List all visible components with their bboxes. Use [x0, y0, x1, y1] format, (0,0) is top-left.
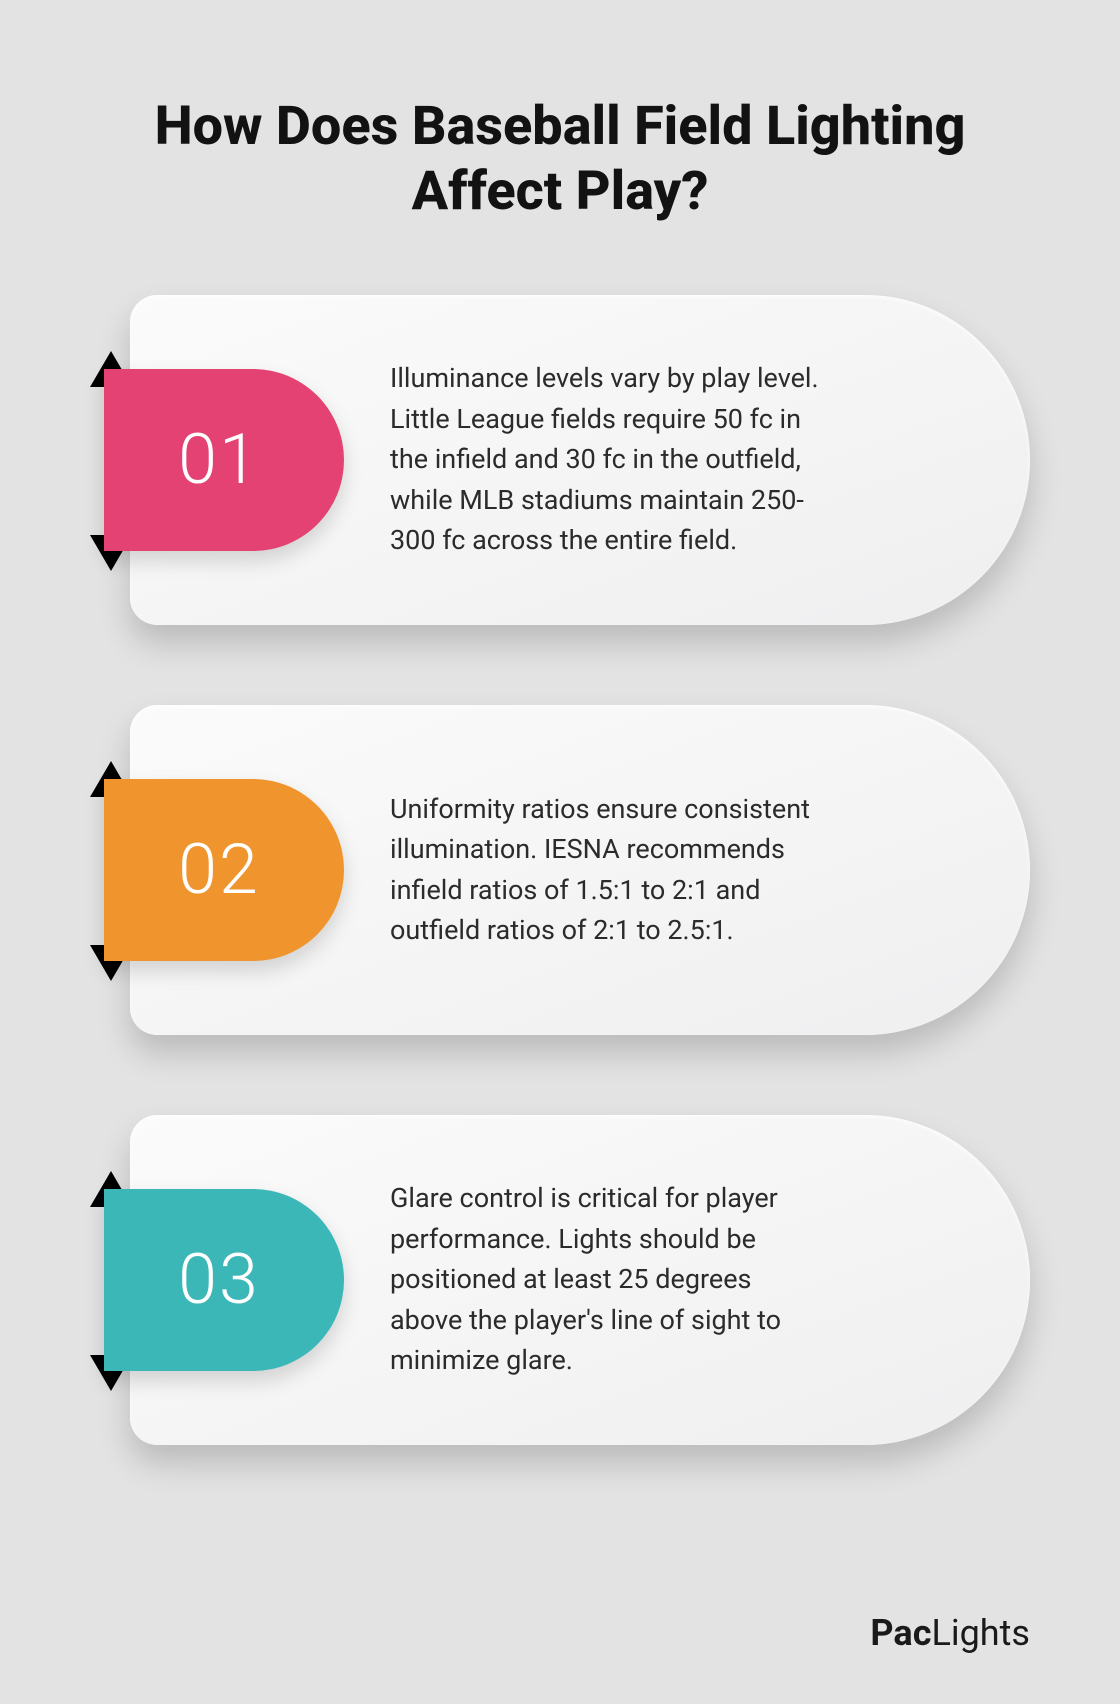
number-badge: 03	[104, 1189, 344, 1371]
card-text: Glare control is critical for player per…	[390, 1178, 830, 1381]
info-card-1: Illuminance levels vary by play level. L…	[90, 295, 1030, 625]
card-text: Illuminance levels vary by play level. L…	[390, 358, 830, 561]
number-badge: 01	[104, 369, 344, 551]
brand-logo: PacLights	[870, 1612, 1030, 1654]
badge-number: 02	[178, 829, 260, 911]
info-card-2: Uniformity ratios ensure consistent illu…	[90, 705, 1030, 1035]
info-card-3: Glare control is critical for player per…	[90, 1115, 1030, 1445]
brand-suffix: Lights	[931, 1612, 1030, 1654]
card-list: Illuminance levels vary by play level. L…	[0, 225, 1120, 1445]
brand-prefix: Pac	[870, 1612, 931, 1654]
page-title: How Does Baseball Field Lighting Affect …	[0, 0, 1120, 225]
badge-number: 01	[178, 419, 260, 501]
card-text: Uniformity ratios ensure consistent illu…	[390, 789, 830, 951]
badge-number: 03	[178, 1239, 260, 1321]
number-badge: 02	[104, 779, 344, 961]
